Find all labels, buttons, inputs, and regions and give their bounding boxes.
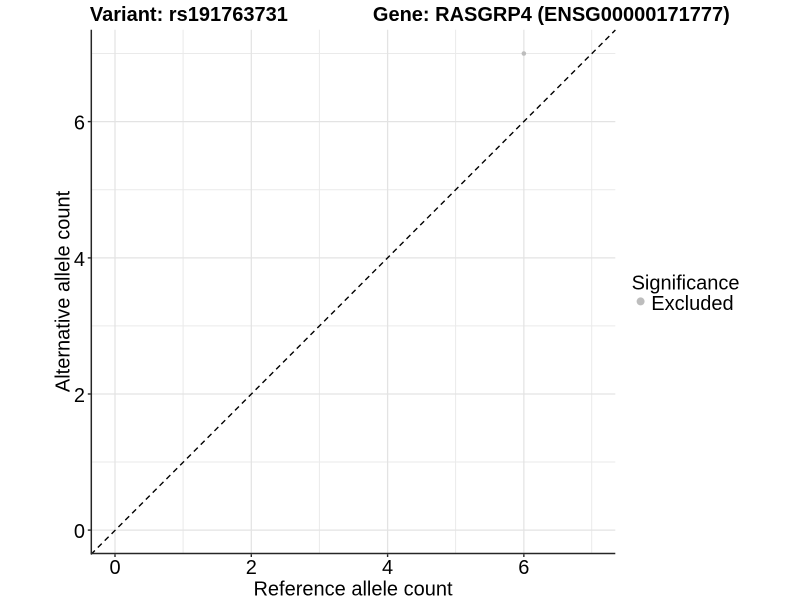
- svg-text:Reference allele count: Reference allele count: [253, 579, 452, 600]
- svg-text:0: 0: [74, 521, 85, 543]
- svg-text:0: 0: [109, 557, 120, 579]
- svg-text:Variant: rs191763731: Variant: rs191763731: [90, 4, 288, 26]
- svg-text:6: 6: [74, 113, 85, 135]
- svg-text:2: 2: [246, 557, 257, 579]
- svg-text:Gene: RASGRP4 (ENSG00000171777: Gene: RASGRP4 (ENSG00000171777): [373, 4, 730, 26]
- svg-text:Excluded: Excluded: [651, 293, 733, 315]
- svg-text:6: 6: [518, 557, 529, 579]
- svg-text:4: 4: [382, 557, 393, 579]
- svg-text:4: 4: [74, 249, 85, 271]
- svg-text:Alternative allele count: Alternative allele count: [53, 190, 75, 392]
- svg-text:2: 2: [74, 385, 85, 407]
- svg-text:Significance: Significance: [632, 272, 740, 294]
